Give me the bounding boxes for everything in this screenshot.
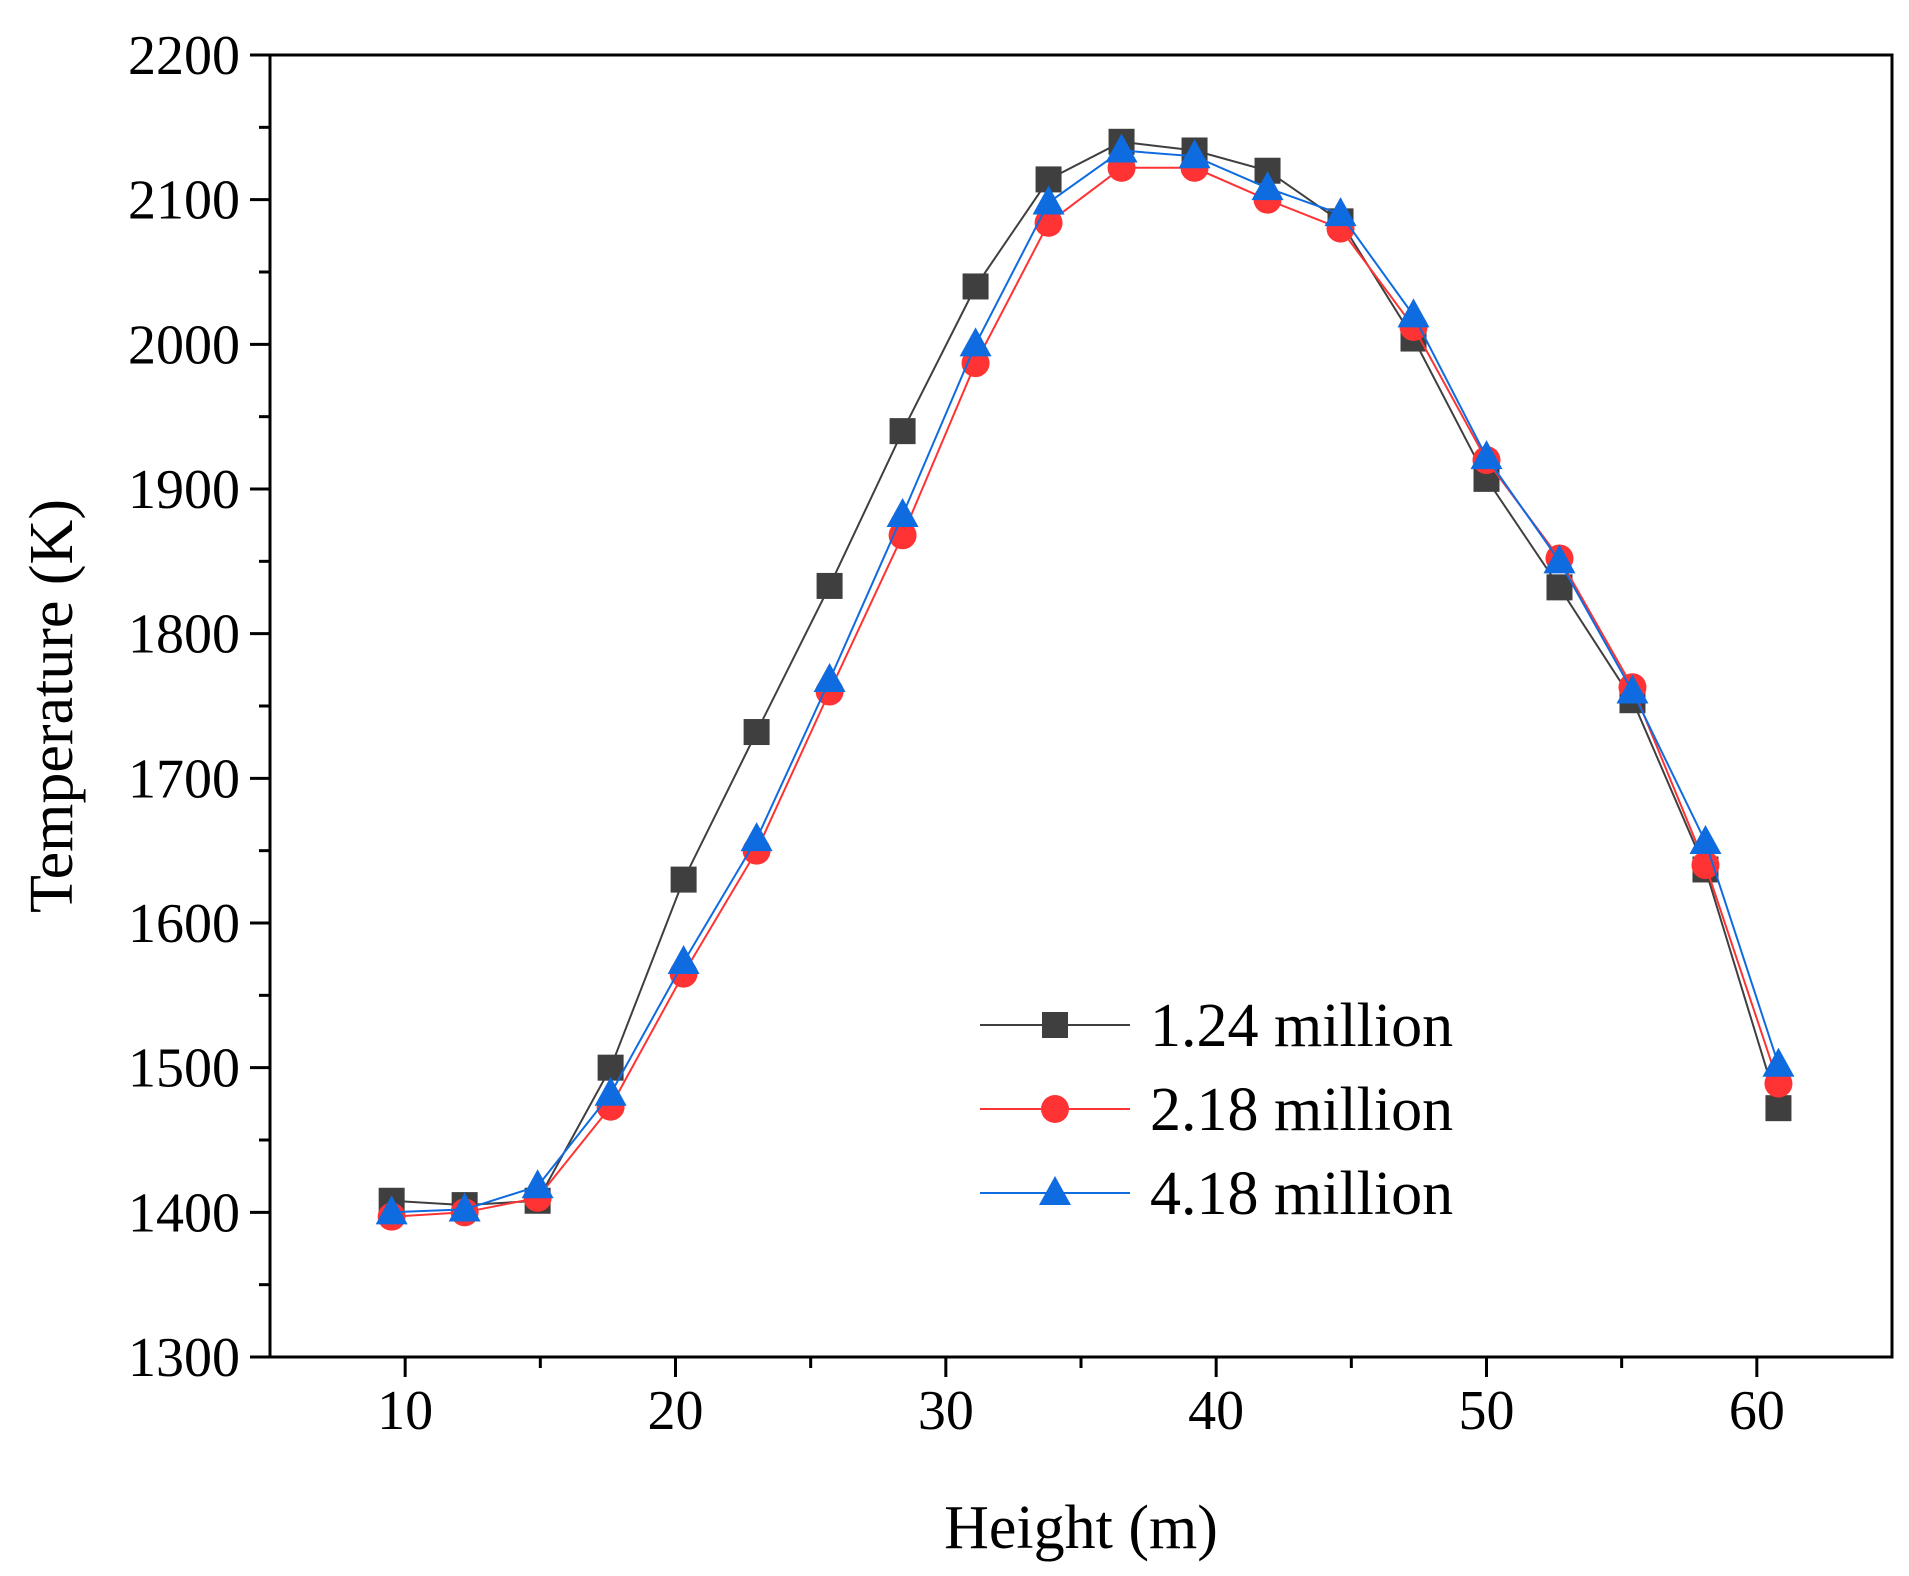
data-point: [1470, 440, 1503, 470]
x-tick-label: 10: [377, 1380, 433, 1442]
data-point: [1105, 133, 1138, 163]
data-point: [888, 521, 917, 550]
data-point: [1251, 171, 1284, 201]
x-tick-label: 30: [918, 1380, 974, 1442]
data-point: [1689, 824, 1722, 854]
data-point: [889, 418, 916, 445]
data-point: [1765, 1095, 1792, 1122]
y-tick-label: 1900: [128, 459, 240, 521]
x-axis-tick-labels: 10 20 30 40 50 60: [377, 1380, 1785, 1442]
y-tick-label: 1700: [128, 748, 240, 810]
plot-frame: [268, 53, 1894, 1359]
legend-marker: [1041, 1095, 1069, 1123]
data-point: [1543, 544, 1576, 574]
y-tick-label: 2000: [128, 314, 240, 376]
legend-marker: [1039, 1176, 1071, 1205]
y-tick-label: 1300: [128, 1327, 240, 1389]
y-axis-tick-labels: 1300 1400 1500 1600 1700 1800 1900 2000 2100 2200: [128, 25, 240, 1389]
data-point: [959, 327, 992, 357]
legend-item: 4.18 million: [980, 1160, 1453, 1228]
y-axis-ticks: [250, 53, 270, 1359]
x-tick-label: 20: [648, 1380, 704, 1442]
x-tick-label: 60: [1729, 1380, 1785, 1442]
x-tick-label: 50: [1459, 1380, 1515, 1442]
series-line: [391, 140, 1780, 1207]
y-tick-label: 1400: [128, 1182, 240, 1244]
data-point: [1691, 851, 1720, 880]
y-tick-label: 1800: [128, 604, 240, 666]
series-2: [377, 153, 1793, 1231]
data-point: [1324, 197, 1357, 227]
data-point: [1178, 139, 1211, 169]
data-point: [375, 1195, 408, 1225]
data-point: [813, 662, 846, 692]
data-point: [1616, 674, 1649, 704]
data-point: [448, 1192, 481, 1222]
y-axis-title: Temperature (K): [18, 499, 86, 913]
data-point: [667, 945, 700, 975]
legend-label: 2.18 million: [1150, 1076, 1453, 1144]
x-tick-label: 40: [1188, 1380, 1244, 1442]
legend-label: 4.18 million: [1150, 1160, 1453, 1228]
data-point: [743, 719, 770, 746]
x-axis-title: Height (m): [944, 1494, 1218, 1562]
legend-item: 1.24 million: [980, 992, 1453, 1060]
series-line: [391, 166, 1780, 1218]
series-1: [378, 128, 1792, 1219]
data-point: [594, 1076, 627, 1106]
data-point: [1762, 1047, 1795, 1077]
series-3: [375, 133, 1795, 1225]
legend-label: 1.24 million: [1150, 992, 1453, 1060]
y-tick-label: 2100: [128, 170, 240, 232]
x-axis-ticks: [403, 1357, 1759, 1377]
data-point: [1032, 185, 1065, 215]
legend-marker: [1042, 1012, 1068, 1038]
data-point: [816, 572, 843, 599]
series-layer: [375, 128, 1795, 1231]
y-tick-label: 1500: [128, 1038, 240, 1100]
y-tick-label: 2200: [128, 25, 240, 87]
legend-item: 2.18 million: [980, 1076, 1453, 1144]
data-point: [670, 866, 697, 893]
data-point: [962, 273, 989, 300]
data-point: [886, 498, 919, 528]
series-line: [391, 149, 1780, 1214]
legend: 1.24 million 2.18 million 4.18 million: [980, 992, 1453, 1228]
data-point: [1397, 298, 1430, 328]
data-point: [521, 1169, 554, 1199]
data-point: [740, 822, 773, 852]
y-tick-label: 1600: [128, 893, 240, 955]
